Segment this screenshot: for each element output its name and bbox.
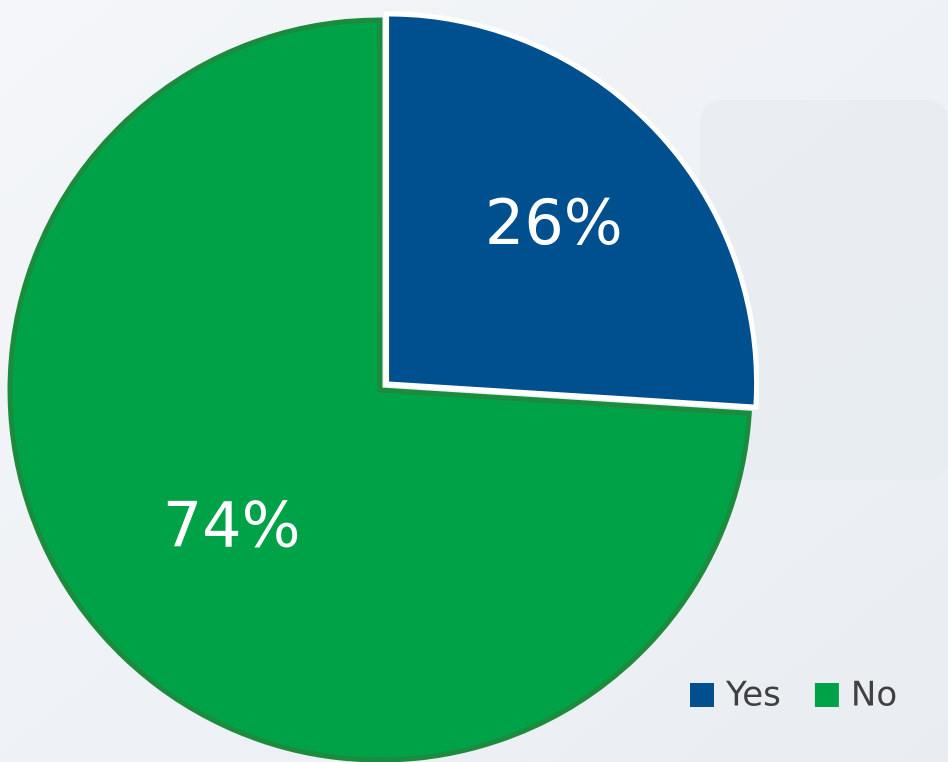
pie: 26% 74%	[7, 11, 759, 762]
legend: Yes No	[690, 675, 897, 715]
legend-swatch	[690, 683, 714, 707]
legend-label: No	[851, 675, 897, 715]
background-decoration	[700, 100, 948, 480]
legend-swatch	[814, 683, 839, 707]
data-label: 26%	[485, 186, 623, 259]
data-label: 74%	[163, 488, 301, 561]
legend-label: Yes	[725, 675, 781, 715]
pie-slice	[384, 11, 759, 410]
pie-slice	[7, 17, 752, 762]
